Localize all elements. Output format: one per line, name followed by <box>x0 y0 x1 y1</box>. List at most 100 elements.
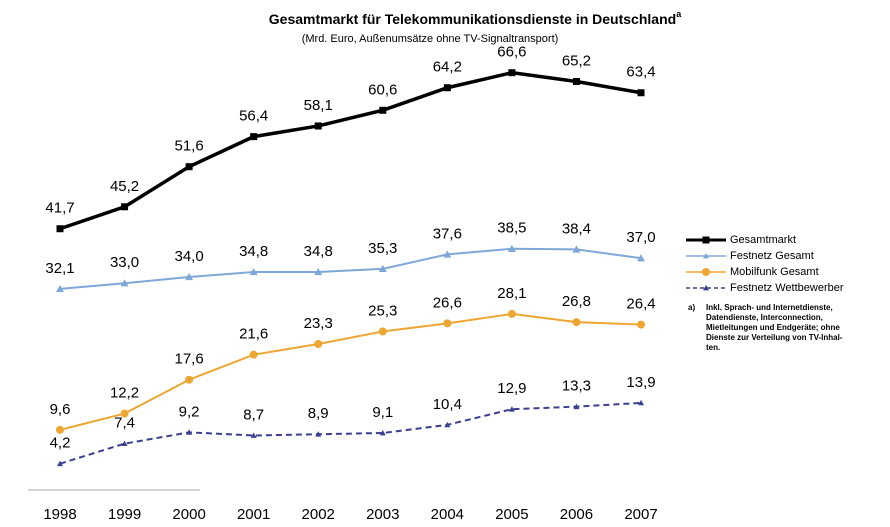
value-label: 56,4 <box>239 108 268 125</box>
value-label: 32,1 <box>45 260 74 277</box>
marker <box>185 163 193 171</box>
value-label: 13,9 <box>626 374 655 391</box>
marker <box>573 403 580 410</box>
marker <box>703 253 709 259</box>
footnote-line: Dienste zur Verteilung von TV-Inhal- <box>706 333 843 342</box>
x-tick-label: 2004 <box>431 506 464 523</box>
marker <box>443 250 452 258</box>
marker <box>703 285 709 291</box>
marker <box>56 425 64 434</box>
footnote-line: Mietleitungen und Endgeräte; ohne <box>706 323 840 332</box>
chart-subtitle: (Mrd. Euro, Außenumsätze ohne TV-Signalt… <box>302 33 559 45</box>
value-label: 9,6 <box>50 401 71 418</box>
value-label: 37,6 <box>433 225 462 242</box>
marker <box>56 284 64 293</box>
marker <box>572 77 580 85</box>
legend-label: Gesamtmarkt <box>730 234 796 246</box>
marker <box>702 236 710 244</box>
marker <box>249 267 258 276</box>
value-label: 63,4 <box>626 64 655 81</box>
marker <box>508 406 515 412</box>
marker <box>443 319 452 328</box>
title-text: Gesamtmarkt für Telekommunikationsdienst… <box>269 11 676 27</box>
series-line <box>59 70 642 231</box>
marker <box>508 69 516 77</box>
marker <box>507 244 516 252</box>
x-tick-label: 1999 <box>108 506 141 523</box>
value-label: 9,1 <box>372 404 393 421</box>
value-label: 58,1 <box>304 97 333 114</box>
title-superscript: a <box>676 9 682 19</box>
marker <box>637 320 645 329</box>
marker <box>120 279 129 287</box>
marker <box>186 429 193 435</box>
value-label: 35,3 <box>368 240 397 257</box>
marker <box>637 254 645 262</box>
value-label: 28,1 <box>497 285 526 302</box>
marker <box>638 399 644 406</box>
value-label: 26,4 <box>626 296 655 313</box>
marker <box>249 350 258 359</box>
footnote-line: Inkl. Sprach- und Internetdienste, <box>706 303 833 312</box>
x-tick-label: 2001 <box>237 506 270 523</box>
value-label: 4,2 <box>50 435 71 452</box>
series-line <box>59 401 642 465</box>
marker <box>250 133 258 141</box>
footnote-line: ten. <box>706 343 720 352</box>
marker <box>702 268 710 276</box>
value-label: 34,8 <box>239 243 268 260</box>
series-line <box>59 312 642 431</box>
value-label: 60,6 <box>368 81 397 98</box>
marker <box>379 106 387 114</box>
value-label: 41,7 <box>45 200 74 217</box>
x-tick-label: 2000 <box>172 506 205 523</box>
marker <box>250 432 257 438</box>
value-label: 38,4 <box>562 220 591 237</box>
legend-label: Festnetz Wettbewerber <box>730 282 844 294</box>
value-label: 51,6 <box>175 138 204 155</box>
marker <box>572 245 581 253</box>
marker <box>444 421 451 428</box>
value-label: 25,3 <box>368 302 397 319</box>
marker <box>57 460 63 467</box>
value-label: 21,6 <box>239 326 268 343</box>
value-label: 9,2 <box>179 403 200 420</box>
value-label: 12,2 <box>110 385 139 402</box>
marker <box>121 440 128 447</box>
value-label: 10,4 <box>433 396 462 413</box>
x-tick-label: 1998 <box>43 506 76 523</box>
legend-label: Mobilfunk Gesamt <box>730 266 819 278</box>
marker <box>56 225 64 233</box>
x-tick-label: 2002 <box>302 506 335 523</box>
value-label: 26,6 <box>433 294 462 311</box>
value-label: 38,5 <box>497 220 526 237</box>
chart-title: Gesamtmarkt für Telekommunikationsdienst… <box>269 9 682 26</box>
value-label: 8,9 <box>308 405 329 422</box>
value-label: 33,0 <box>110 254 139 271</box>
value-label: 65,2 <box>562 52 591 69</box>
marker <box>507 309 516 318</box>
marker <box>314 267 323 276</box>
series-line <box>59 247 642 290</box>
marker <box>185 375 194 384</box>
marker <box>314 122 322 130</box>
value-label: 34,8 <box>304 243 333 260</box>
marker <box>315 431 322 437</box>
marker <box>120 409 129 418</box>
value-label: 7,4 <box>114 415 135 432</box>
x-tick-label: 2007 <box>624 506 657 523</box>
marker <box>185 272 194 281</box>
value-label: 66,6 <box>497 44 526 61</box>
value-label: 64,2 <box>433 59 462 76</box>
x-tick-label: 2005 <box>495 506 528 523</box>
value-label: 13,3 <box>562 378 591 395</box>
value-label: 37,0 <box>626 229 655 246</box>
value-label: 45,2 <box>110 178 139 195</box>
marker <box>378 264 387 273</box>
value-label: 34,0 <box>175 248 204 265</box>
footnote-marker: a) <box>688 303 695 312</box>
marker <box>572 318 581 327</box>
marker <box>314 340 323 349</box>
